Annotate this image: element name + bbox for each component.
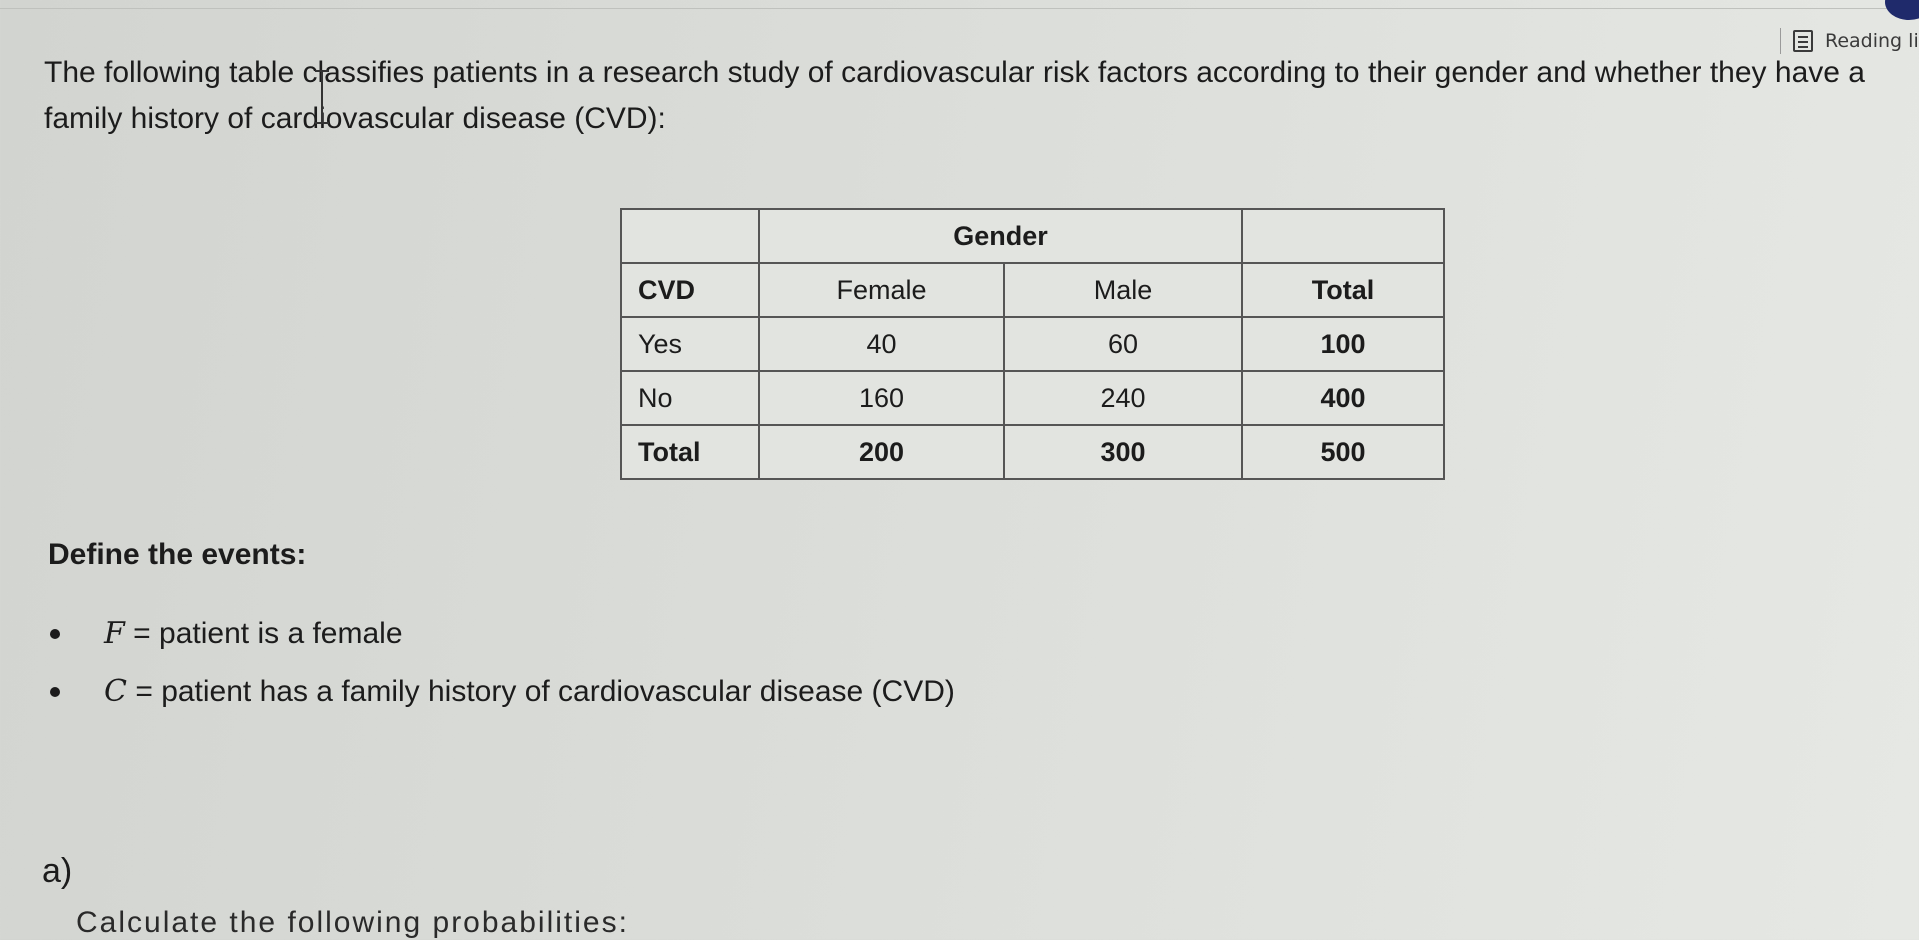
column-header-male: Male bbox=[1003, 262, 1243, 318]
table-empty-cell bbox=[1241, 208, 1445, 264]
bullet-icon bbox=[50, 687, 60, 697]
browser-top-divider bbox=[0, 8, 1919, 9]
cell-total: 100 bbox=[1241, 316, 1445, 372]
event-description: patient is a female bbox=[159, 617, 403, 650]
table-row: No 160 240 400 bbox=[620, 370, 1445, 426]
row-label: Total bbox=[620, 424, 760, 480]
event-equals: = bbox=[133, 617, 151, 650]
column-header-cvd: CVD bbox=[620, 262, 760, 318]
event-variable: F bbox=[104, 616, 125, 651]
reading-list-label: Reading li bbox=[1825, 30, 1919, 52]
cell-female: 200 bbox=[758, 424, 1005, 480]
cell-total: 500 bbox=[1241, 424, 1445, 480]
define-events-heading: Define the events: bbox=[48, 538, 307, 571]
table-empty-cell bbox=[620, 208, 760, 264]
cell-total: 400 bbox=[1241, 370, 1445, 426]
column-header-female: Female bbox=[758, 262, 1005, 318]
table-row: Yes 40 60 100 bbox=[620, 316, 1445, 372]
toolbar-separator bbox=[1780, 28, 1781, 54]
row-label: Yes bbox=[620, 316, 760, 372]
problem-intro-text: The following table classifies patients … bbox=[44, 56, 1865, 135]
events-list: F = patient is a female C = patient has … bbox=[48, 605, 955, 721]
reading-list-button[interactable]: Reading li bbox=[1780, 28, 1919, 54]
column-header-total: Total bbox=[1241, 262, 1445, 318]
table-row: Total 200 300 500 bbox=[620, 424, 1445, 480]
list-item: F = patient is a female bbox=[48, 605, 955, 663]
cell-male: 240 bbox=[1003, 370, 1243, 426]
gender-group-header: Gender bbox=[758, 208, 1243, 264]
text-cursor-icon bbox=[315, 70, 329, 124]
profile-avatar[interactable] bbox=[1885, 0, 1919, 20]
list-item: C = patient has a family history of card… bbox=[48, 663, 955, 721]
event-description: patient has a family history of cardiova… bbox=[161, 675, 955, 708]
cell-female: 160 bbox=[758, 370, 1005, 426]
table-header-row-gender: Gender bbox=[620, 208, 1445, 264]
table-header-row: CVD Female Male Total bbox=[620, 262, 1445, 318]
contingency-table: Gender CVD Female Male Total Yes 40 60 1… bbox=[620, 208, 1445, 480]
bullet-icon bbox=[50, 629, 60, 639]
row-label: No bbox=[620, 370, 760, 426]
cell-female: 40 bbox=[758, 316, 1005, 372]
event-equals: = bbox=[135, 675, 153, 708]
reading-list-icon bbox=[1793, 30, 1813, 52]
part-a-instruction: Calculate the following probabilities: bbox=[76, 906, 629, 939]
part-a-label: a) bbox=[42, 852, 73, 890]
event-variable: C bbox=[104, 674, 127, 709]
cell-male: 300 bbox=[1003, 424, 1243, 480]
cell-male: 60 bbox=[1003, 316, 1243, 372]
